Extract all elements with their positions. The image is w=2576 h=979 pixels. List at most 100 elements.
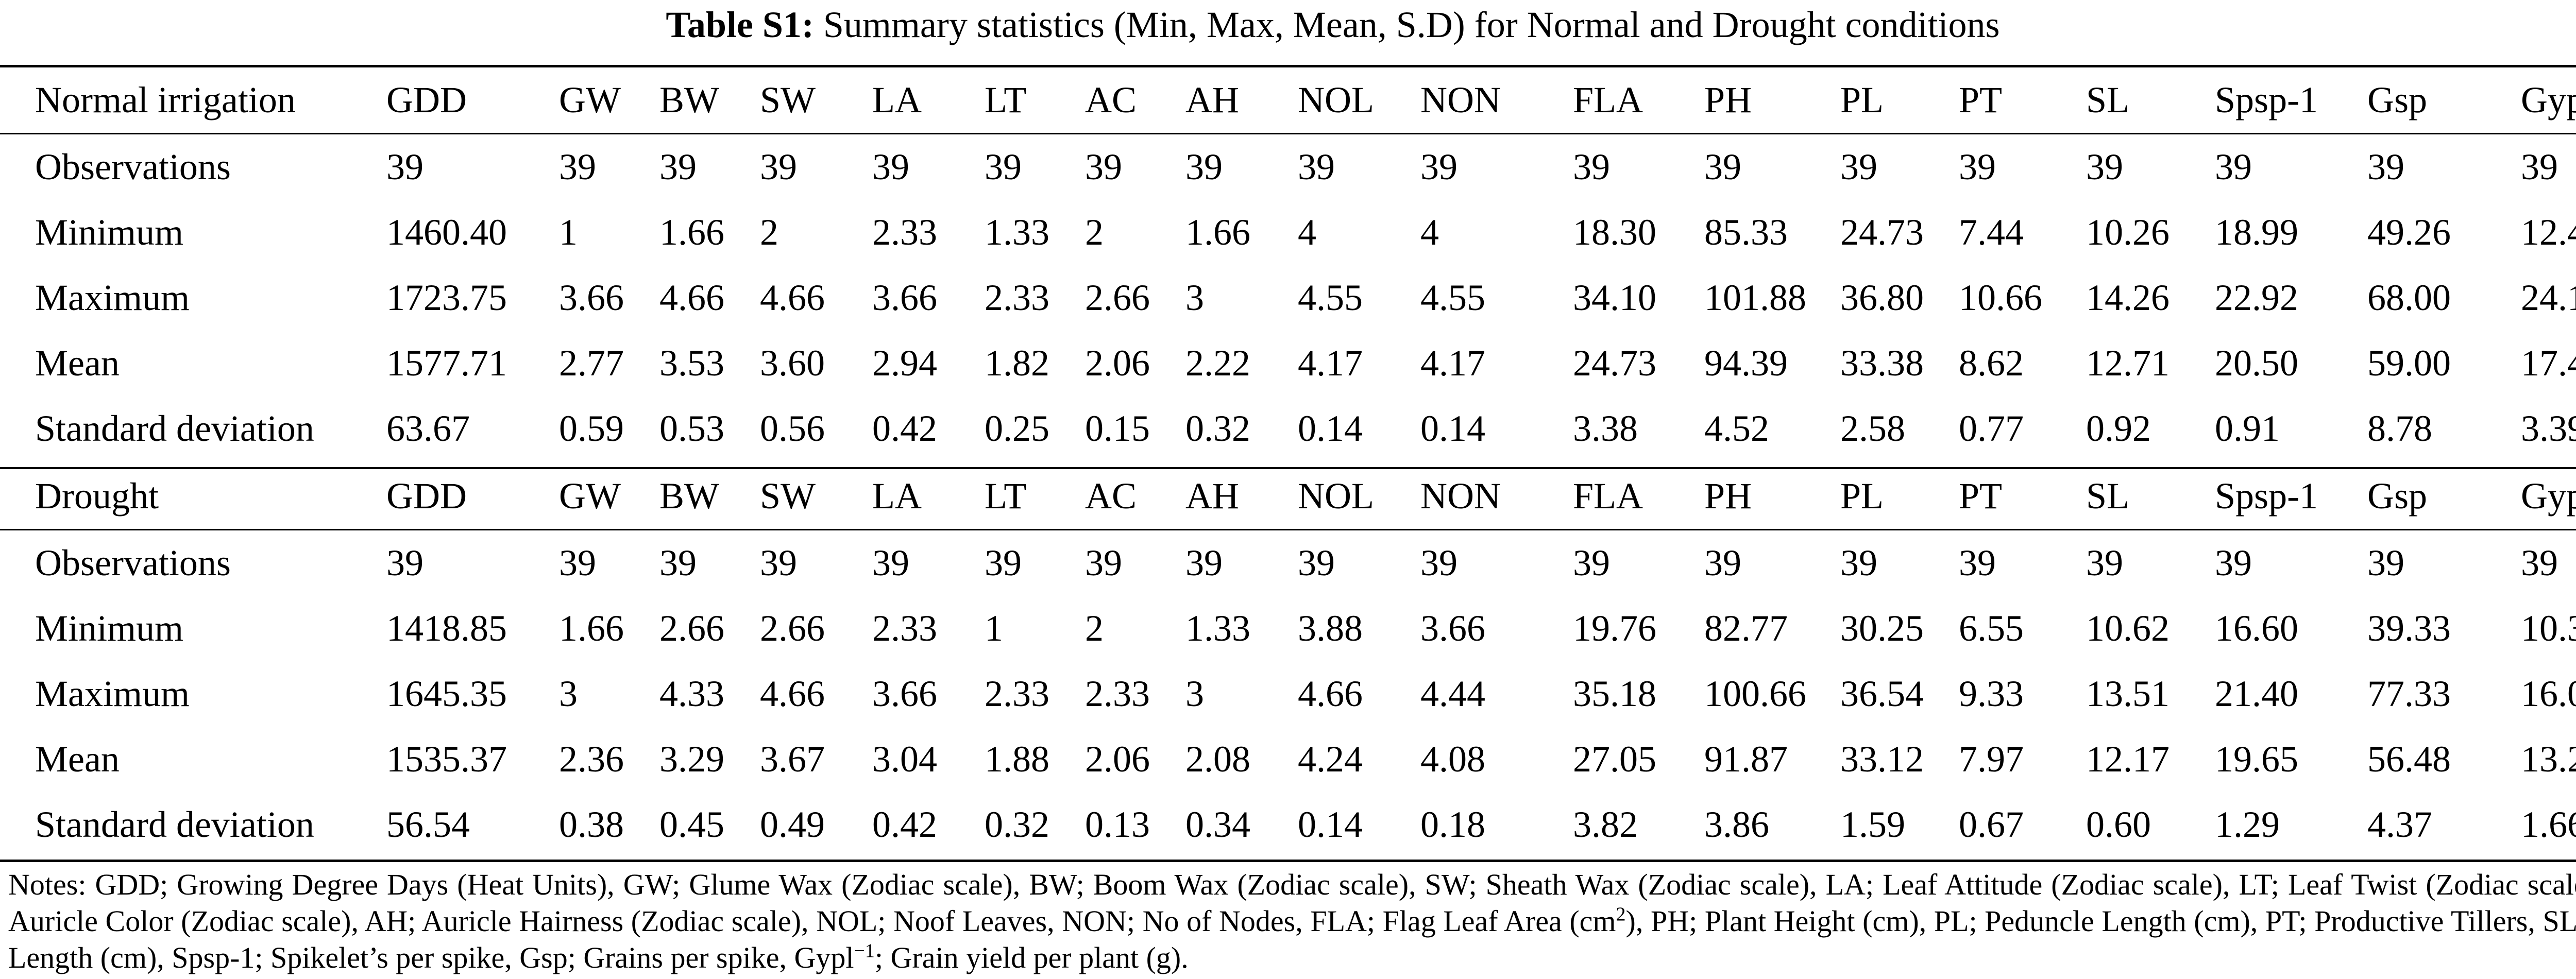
table-cell: 36.54 [1840,673,1924,714]
table-caption: Table S1: Summary statistics (Min, Max, … [0,1,2576,48]
table-cell: 4 [1420,212,1439,253]
table-cell: 4.17 [1420,342,1485,384]
column-header: GW [559,463,659,530]
table-cell: 1 [559,212,578,253]
column-header: BW [659,463,760,530]
table-cell: 18.30 [1573,212,1656,253]
table-cell: 2.08 [1185,738,1250,780]
table-cell: 3.04 [872,738,937,780]
table-cell: 30.25 [1840,608,1924,649]
column-header: SL [2086,463,2215,530]
table-cell: 16.60 [2215,608,2298,649]
table-cell: 19.76 [1573,608,1656,649]
table-cell: 36.80 [1840,277,1924,318]
table-cell: 2.66 [659,608,724,649]
table-cell: 4.44 [1420,673,1485,714]
table-row: Observations 39 39 39 39 39 39 39 39 39 39 39 39 39 39… [0,134,2576,200]
table-cell: 2.22 [1185,342,1250,384]
row-label: Mean [35,738,120,780]
table-cell: 39 [1959,146,1996,187]
table-cell: 56.48 [2367,738,2451,780]
table-cell: 1.59 [1840,804,1905,845]
row-label: Mean [35,342,120,384]
table-cell: 2.94 [872,342,937,384]
table-cell: 3.53 [659,342,724,384]
table-cell: 1.33 [1185,608,1250,649]
table-cell: 39 [1420,542,1458,583]
table-cell: 39 [1298,542,1335,583]
column-header: Gypl-1 [2521,67,2576,134]
table-cell: 2.58 [1840,408,1905,449]
notes-superscript-inverse: −1 [854,940,875,962]
table-cell: 4.24 [1298,738,1363,780]
table-cell: 3.86 [1704,804,1769,845]
table-cell: 39 [760,146,797,187]
column-header: NOL [1298,67,1420,134]
column-header: AH [1185,463,1298,530]
table-cell: 0.14 [1298,804,1363,845]
table-cell: 2.33 [985,673,1049,714]
table-cell: 0.49 [760,804,825,845]
table-cell: 0.92 [2086,408,2151,449]
column-header: GDD [386,67,559,134]
table-cell: 39 [2215,146,2252,187]
table-notes: Notes: GDD; Growing Degree Days (Heat Un… [8,866,2576,976]
table-cell: 20.50 [2215,342,2298,384]
row-label: Minimum [35,212,184,253]
table-cell: 39 [1959,542,1996,583]
table-row: Mean 1577.71 2.77 3.53 3.60 2.94 1.82 2.06 2.22 4… [0,331,2576,396]
table-cell: 0.32 [1185,408,1250,449]
summary-statistics-table: Normal irrigation GDD GW BW SW LA LT AC AH NOL NON… [0,67,2576,857]
table-cell: 39 [659,542,697,583]
column-header: AC [1085,67,1185,134]
table-cell: 3.66 [872,277,937,318]
table-cell: 8.62 [1959,342,2024,384]
table-cell: 0.34 [1185,804,1250,845]
table-cell: 19.65 [2215,738,2298,780]
table-cell: 4.08 [1420,738,1485,780]
table-cell: 39 [2367,542,2404,583]
table-cell: 2 [1085,212,1104,253]
table-cell: 27.05 [1573,738,1656,780]
table-cell: 39 [2086,542,2123,583]
table-cell: 4.55 [1298,277,1363,318]
column-header: PL [1840,463,1959,530]
notes-text-part-1: Notes: GDD; Growing Degree Days (Heat Un… [8,868,2576,938]
table-cell: 39 [1085,542,1122,583]
table-cell: 0.15 [1085,408,1150,449]
table-cell: 2.33 [1085,673,1150,714]
column-header: BW [659,67,760,134]
table-cell: 68.00 [2367,277,2451,318]
table-cell: 3.60 [760,342,825,384]
table-cell: 0.18 [1420,804,1485,845]
table-cell: 0.77 [1959,408,2024,449]
table-cell: 39 [2086,146,2123,187]
table-cell: 1.66 [1185,212,1250,253]
column-header: PH [1704,67,1840,134]
table-cell: 0.45 [659,804,724,845]
table-cell: 3 [1185,673,1204,714]
table-cell: 39 [559,146,596,187]
table-row: Observations 39 39 39 39 39 39 39 39 39 39 39 39 39 39… [0,530,2576,596]
table-cell: 39 [1085,146,1122,187]
table-cell: 85.33 [1704,212,1788,253]
column-header: NON [1420,67,1573,134]
table-cell: 3.66 [1420,608,1485,649]
table-cell: 13.25 [2521,738,2576,780]
notes-text-part-2: ), PH; Plant Height (cm), PL; Peduncle L… [8,904,2576,974]
table-cell: 3.67 [760,738,825,780]
table-cell: 1.33 [985,212,1049,253]
table-cell: 1535.37 [386,738,507,780]
table-cell: 0.13 [1085,804,1150,845]
row-label: Minimum [35,608,184,649]
column-header: SW [760,67,872,134]
table-cell: 39 [1840,542,1877,583]
table-cell: 56.54 [386,804,470,845]
table-cell: 2.33 [985,277,1049,318]
table-cell: 100.66 [1704,673,1806,714]
row-label: Standard deviation [35,804,314,845]
column-header: NON [1420,463,1573,530]
column-header: FLA [1573,67,1704,134]
table-cell: 1.66 [659,212,724,253]
